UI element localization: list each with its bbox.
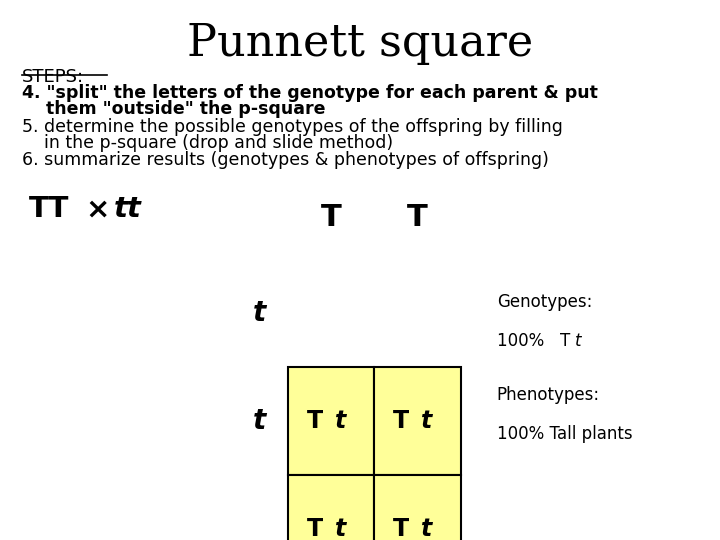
- Text: them "outside" the p-square: them "outside" the p-square: [22, 100, 325, 118]
- Text: ×: ×: [85, 195, 109, 224]
- Text: T: T: [307, 517, 323, 540]
- Text: Genotypes:: Genotypes:: [497, 293, 592, 312]
- Text: tt: tt: [114, 195, 142, 224]
- Text: t: t: [575, 332, 581, 350]
- Text: 100%   T: 100% T: [497, 332, 570, 350]
- Text: T: T: [393, 517, 409, 540]
- Text: Punnett square: Punnett square: [187, 22, 533, 65]
- Bar: [288, 475, 374, 540]
- Text: 100% Tall plants: 100% Tall plants: [497, 425, 632, 443]
- Text: in the p-square (drop and slide method): in the p-square (drop and slide method): [22, 134, 392, 152]
- Text: 6. summarize results (genotypes & phenotypes of offspring): 6. summarize results (genotypes & phenot…: [22, 151, 549, 169]
- Text: T: T: [393, 409, 409, 433]
- Text: T: T: [321, 203, 341, 232]
- Text: 4. "split" the letters of the genotype for each parent & put: 4. "split" the letters of the genotype f…: [22, 84, 598, 102]
- Text: TT: TT: [29, 195, 69, 224]
- Bar: [374, 367, 461, 475]
- Text: t: t: [253, 299, 266, 327]
- Text: t: t: [253, 407, 266, 435]
- Text: t: t: [335, 517, 346, 540]
- Text: T: T: [408, 203, 428, 232]
- Text: t: t: [421, 409, 433, 433]
- Text: t: t: [335, 409, 346, 433]
- Text: STEPS:: STEPS:: [22, 68, 84, 85]
- Bar: [374, 475, 461, 540]
- Text: t: t: [421, 517, 433, 540]
- Bar: [288, 367, 374, 475]
- Text: T: T: [307, 409, 323, 433]
- Text: Phenotypes:: Phenotypes:: [497, 386, 600, 404]
- Text: 5. determine the possible genotypes of the offspring by filling: 5. determine the possible genotypes of t…: [22, 118, 562, 136]
